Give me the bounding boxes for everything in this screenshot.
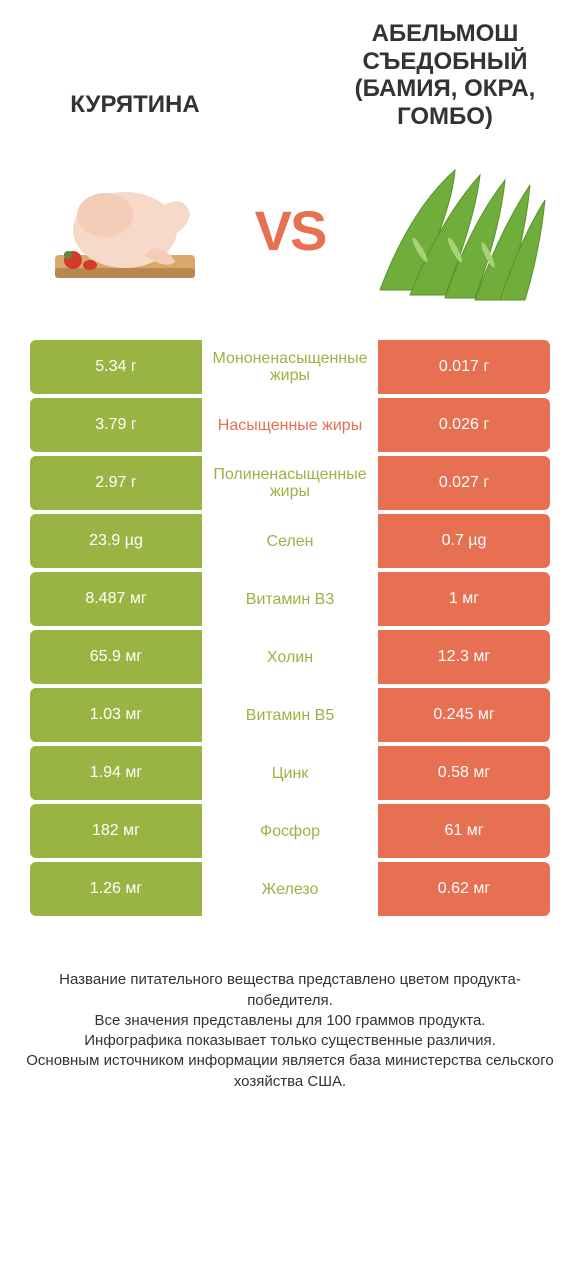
table-row: 5.34 гМононенасыщенные жиры0.017 г bbox=[30, 340, 550, 394]
nutrient-label: Витамин B3 bbox=[202, 572, 378, 626]
right-value: 1 мг bbox=[378, 572, 550, 626]
left-value: 23.9 µg bbox=[30, 514, 202, 568]
right-value: 0.027 г bbox=[378, 456, 550, 510]
right-value: 0.7 µg bbox=[378, 514, 550, 568]
nutrient-label: Витамин B5 bbox=[202, 688, 378, 742]
left-value: 2.97 г bbox=[30, 456, 202, 510]
nutrient-label: Селен bbox=[202, 514, 378, 568]
table-row: 182 мгФосфор61 мг bbox=[30, 804, 550, 858]
right-value: 0.245 мг bbox=[378, 688, 550, 742]
table-row: 1.26 мгЖелезо0.62 мг bbox=[30, 862, 550, 916]
table-row: 23.9 µgСелен0.7 µg bbox=[30, 514, 550, 568]
right-value: 12.3 мг bbox=[378, 630, 550, 684]
table-row: 1.03 мгВитамин B50.245 мг bbox=[30, 688, 550, 742]
right-value: 0.62 мг bbox=[378, 862, 550, 916]
left-value: 8.487 мг bbox=[30, 572, 202, 626]
footer-line: Все значения представлены для 100 граммо… bbox=[25, 1011, 555, 1031]
okra-image bbox=[360, 150, 550, 310]
right-value: 0.017 г bbox=[378, 340, 550, 394]
right-value: 61 мг bbox=[378, 804, 550, 858]
left-value: 1.26 мг bbox=[30, 862, 202, 916]
table-row: 65.9 мгХолин12.3 мг bbox=[30, 630, 550, 684]
nutrient-label: Цинк bbox=[202, 746, 378, 800]
left-value: 5.34 г bbox=[30, 340, 202, 394]
left-value: 182 мг bbox=[30, 804, 202, 858]
left-value: 3.79 г bbox=[30, 398, 202, 452]
title-right: АБЕЛЬМОШ СЪЕДОБНЫЙ (БАМИЯ, ОКРА, ГОМБО) bbox=[340, 20, 550, 130]
footer-line: Название питательного вещества представл… bbox=[25, 970, 555, 1011]
chicken-image bbox=[30, 150, 220, 310]
nutrient-label: Мононенасыщенные жиры bbox=[202, 340, 378, 394]
vs-label: VS bbox=[255, 198, 326, 263]
right-value: 0.026 г bbox=[378, 398, 550, 452]
footer-line: Основным источником информации является … bbox=[25, 1051, 555, 1092]
footer-notes: Название питательного вещества представл… bbox=[0, 920, 580, 1092]
nutrient-label: Железо bbox=[202, 862, 378, 916]
left-value: 1.03 мг bbox=[30, 688, 202, 742]
header: КУРЯТИНА АБЕЛЬМОШ СЪЕДОБНЫЙ (БАМИЯ, ОКРА… bbox=[0, 0, 580, 140]
table-row: 1.94 мгЦинк0.58 мг bbox=[30, 746, 550, 800]
comparison-table: 5.34 гМононенасыщенные жиры0.017 г3.79 г… bbox=[0, 340, 580, 916]
table-row: 3.79 гНасыщенные жиры0.026 г bbox=[30, 398, 550, 452]
table-row: 2.97 гПолиненасыщенные жиры0.027 г bbox=[30, 456, 550, 510]
nutrient-label: Насыщенные жиры bbox=[202, 398, 378, 452]
left-value: 1.94 мг bbox=[30, 746, 202, 800]
left-value: 65.9 мг bbox=[30, 630, 202, 684]
table-row: 8.487 мгВитамин B31 мг bbox=[30, 572, 550, 626]
nutrient-label: Фосфор bbox=[202, 804, 378, 858]
nutrient-label: Холин bbox=[202, 630, 378, 684]
nutrient-label: Полиненасыщенные жиры bbox=[202, 456, 378, 510]
title-left: КУРЯТИНА bbox=[30, 91, 240, 119]
images-row: VS bbox=[0, 140, 580, 340]
footer-line: Инфографика показывает только существенн… bbox=[25, 1031, 555, 1051]
right-value: 0.58 мг bbox=[378, 746, 550, 800]
